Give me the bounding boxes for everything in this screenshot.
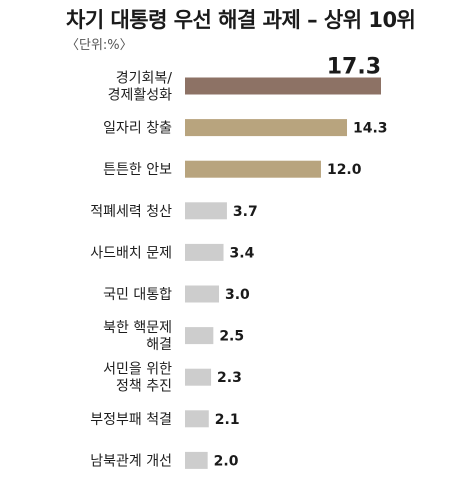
value-label: 2.1 [215, 412, 240, 428]
unit-label: 〈단위:%〉 [66, 38, 133, 53]
value-label: 3.7 [233, 204, 258, 220]
value-label: 14.3 [353, 121, 388, 137]
category-label: 북한 핵문제 해결 [103, 320, 172, 353]
bar [185, 368, 212, 386]
value-label: 2.0 [214, 453, 239, 469]
value-label: 2.3 [217, 370, 242, 386]
value-label: 3.4 [230, 245, 255, 261]
category-label: 적폐세력 청산 [90, 204, 172, 220]
bar [185, 243, 224, 261]
category-label: 부정부패 척결 [90, 412, 172, 428]
value-label: 2.5 [219, 329, 244, 345]
bar [185, 410, 209, 428]
bar [185, 160, 321, 178]
value-label: 3.0 [225, 287, 250, 303]
category-label: 남북관계 개선 [90, 453, 172, 469]
value-label: 12.0 [327, 162, 362, 178]
category-label: 사드배치 문제 [90, 245, 172, 261]
bar [185, 451, 208, 469]
category-label: 경기회복/경제활성화 [108, 71, 173, 104]
bar [185, 327, 214, 345]
chart-title: 차기 대통령 우선 해결 과제 – 상위 10위 [66, 8, 416, 32]
category-label: 튼튼한 안보 [103, 162, 172, 178]
category-label: 국민 대통합 [103, 287, 172, 303]
bar [185, 119, 348, 137]
bar [185, 77, 381, 95]
value-label: 17.3 [327, 55, 381, 80]
category-label: 일자리 창출 [103, 121, 172, 137]
category-label: 서민을 위한 정책 추진 [103, 362, 172, 395]
bar [185, 285, 219, 303]
bar [185, 202, 227, 220]
